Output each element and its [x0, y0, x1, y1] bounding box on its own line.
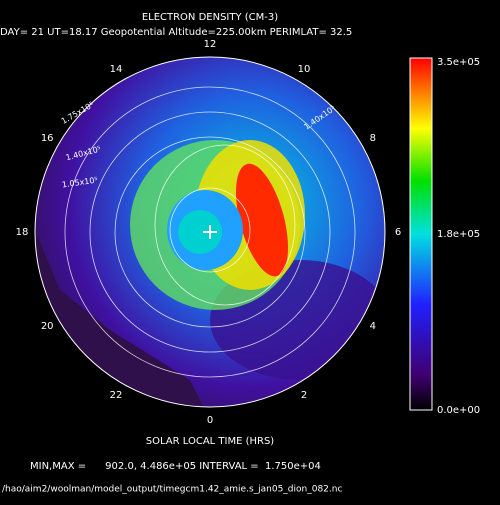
- hour-label: 18: [16, 227, 29, 238]
- hour-label: 2: [301, 390, 307, 401]
- file-path: /hao/aim2/woolman/model_output/timegcm1.…: [2, 485, 342, 495]
- colorbar-label: 1.8e+05: [437, 229, 480, 240]
- hour-label: 10: [298, 64, 311, 75]
- colorbar-label: 0.0e+00: [437, 405, 480, 416]
- hour-label: 4: [370, 321, 376, 332]
- plot-border: [34, 56, 386, 408]
- subtitle: DAY= 21 UT=18.17 Geopotential Altitude=2…: [0, 27, 352, 38]
- title: ELECTRON DENSITY (CM-3): [142, 12, 278, 23]
- stats-text: MIN,MAX = 902.0, 4.486e+05 INTERVAL = 1.…: [30, 461, 321, 472]
- hour-label: 8: [370, 133, 376, 144]
- colorbar-label: 3.5e+05: [437, 57, 480, 68]
- hour-label: 20: [41, 321, 54, 332]
- hour-label: 12: [204, 39, 217, 50]
- hour-label: 6: [395, 227, 401, 238]
- pole-marker: [203, 225, 217, 239]
- x-axis-label: SOLAR LOCAL TIME (HRS): [146, 436, 275, 447]
- colorbar: [409, 57, 433, 411]
- hour-label: 22: [110, 390, 123, 401]
- hour-label: 0: [207, 415, 213, 426]
- hour-label: 14: [110, 64, 123, 75]
- hour-label: 16: [41, 133, 54, 144]
